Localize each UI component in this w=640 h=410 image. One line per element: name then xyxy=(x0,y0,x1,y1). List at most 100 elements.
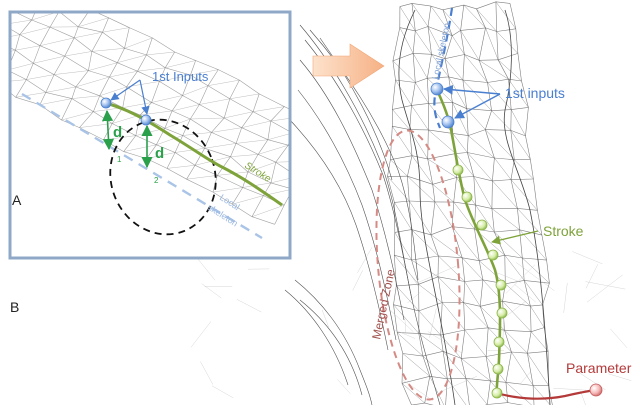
mesh-edge xyxy=(461,30,480,60)
stroke-node xyxy=(477,220,487,230)
mesh-edge xyxy=(452,227,474,229)
mesh-edge xyxy=(427,78,428,103)
mesh-edge xyxy=(486,357,490,381)
mesh-edge xyxy=(498,60,508,79)
mesh-edge xyxy=(394,305,419,311)
parameter-label: Parameter xyxy=(566,360,632,376)
mesh-edge xyxy=(412,103,429,105)
mesh-edge xyxy=(0,70,7,73)
mesh-edge xyxy=(394,305,419,334)
mesh-edge xyxy=(453,133,469,135)
mesh-edge xyxy=(391,311,413,332)
mesh-edge xyxy=(474,177,493,181)
mesh-edge xyxy=(586,264,598,288)
mesh-edge xyxy=(393,28,400,61)
mesh-edge xyxy=(465,282,481,307)
mesh-edge xyxy=(467,109,486,130)
main-input-point-1 xyxy=(431,83,443,95)
mesh-edge xyxy=(442,303,465,331)
mesh-edge xyxy=(447,378,466,379)
mesh-edge xyxy=(467,136,468,153)
mesh-edge xyxy=(474,177,492,209)
mesh-edge xyxy=(19,0,40,2)
stroke-node xyxy=(462,192,472,202)
mesh-edge xyxy=(456,153,468,154)
stroke-node xyxy=(492,388,502,398)
mesh-edge xyxy=(462,258,465,282)
mesh-edge xyxy=(487,403,508,405)
mesh-edge xyxy=(0,25,3,40)
mesh-edge xyxy=(474,177,476,206)
mesh-edge xyxy=(505,255,524,280)
mesh-edge xyxy=(480,306,488,328)
inset-distance-sub-2: 2 xyxy=(154,176,159,185)
mesh-edge xyxy=(511,352,527,353)
stroke-node xyxy=(493,364,503,374)
main-input-arrow-2 xyxy=(455,94,500,118)
mesh-edge xyxy=(530,306,544,328)
mesh-edge xyxy=(492,180,511,181)
mesh-edge xyxy=(476,9,485,28)
main-input-point-2 xyxy=(442,116,454,128)
mesh-edge xyxy=(353,270,363,290)
mesh-edge xyxy=(415,78,427,82)
mesh-edge xyxy=(428,159,457,178)
mesh-edge xyxy=(400,28,413,54)
main-stroke-label: Stroke xyxy=(543,223,584,239)
mesh-edge xyxy=(547,260,550,283)
panel-label-a: A xyxy=(12,192,22,208)
mesh-edge xyxy=(191,322,211,348)
mesh-edge xyxy=(506,352,512,382)
mesh-edge xyxy=(465,280,483,282)
mesh-edge xyxy=(465,328,488,330)
mesh-edge xyxy=(407,176,409,201)
mesh-edge xyxy=(392,105,411,109)
inset-distance-label-1: d xyxy=(113,124,122,141)
mesh-edge xyxy=(297,161,309,176)
inset-input-point-1 xyxy=(101,98,111,108)
mesh-edge xyxy=(461,30,465,54)
mesh-edge xyxy=(518,53,522,81)
inset-input-point-2 xyxy=(141,115,151,125)
mesh-edge xyxy=(511,179,533,180)
mesh-edge xyxy=(396,284,418,286)
mesh-edge xyxy=(516,29,518,54)
stroke-node xyxy=(488,250,498,260)
mesh-edge xyxy=(494,230,519,232)
mesh-edge xyxy=(522,258,549,283)
main-inputs-label: 1st inputs xyxy=(505,85,565,101)
mesh-edge xyxy=(394,202,411,229)
mesh-edge xyxy=(498,60,521,81)
stroke-node xyxy=(497,308,507,318)
mesh-edge xyxy=(396,80,412,105)
mesh-edge xyxy=(498,53,518,59)
mesh-edge xyxy=(402,354,403,384)
mesh-edge xyxy=(412,105,429,129)
mesh-edge xyxy=(431,235,439,256)
mesh-edge xyxy=(393,53,413,61)
mesh-edge xyxy=(357,248,372,273)
mesh-edge xyxy=(610,329,627,348)
mesh-edge xyxy=(520,230,523,258)
mesh-edge xyxy=(464,303,481,307)
mesh-edge xyxy=(407,292,420,303)
mesh-edge xyxy=(412,83,416,106)
mesh-edge xyxy=(452,30,460,35)
mesh-edge xyxy=(431,202,435,235)
mesh-edge xyxy=(463,80,467,109)
mesh-edge xyxy=(517,208,519,229)
mesh-edge xyxy=(511,180,517,209)
mesh-edge xyxy=(486,328,488,357)
mesh-edge xyxy=(403,354,423,357)
mesh-edge xyxy=(464,303,465,330)
mesh-edge xyxy=(503,301,531,332)
mesh-edge xyxy=(293,177,298,190)
mesh-edge xyxy=(433,184,435,202)
mesh-edge xyxy=(394,232,395,255)
mesh-edge xyxy=(517,208,537,210)
mesh-edge xyxy=(70,0,90,10)
inset-inputs-label: 1st Inputs xyxy=(152,69,209,84)
panel-label-b: B xyxy=(10,299,19,315)
mesh-edge xyxy=(394,305,398,333)
mesh-edge xyxy=(419,333,441,335)
